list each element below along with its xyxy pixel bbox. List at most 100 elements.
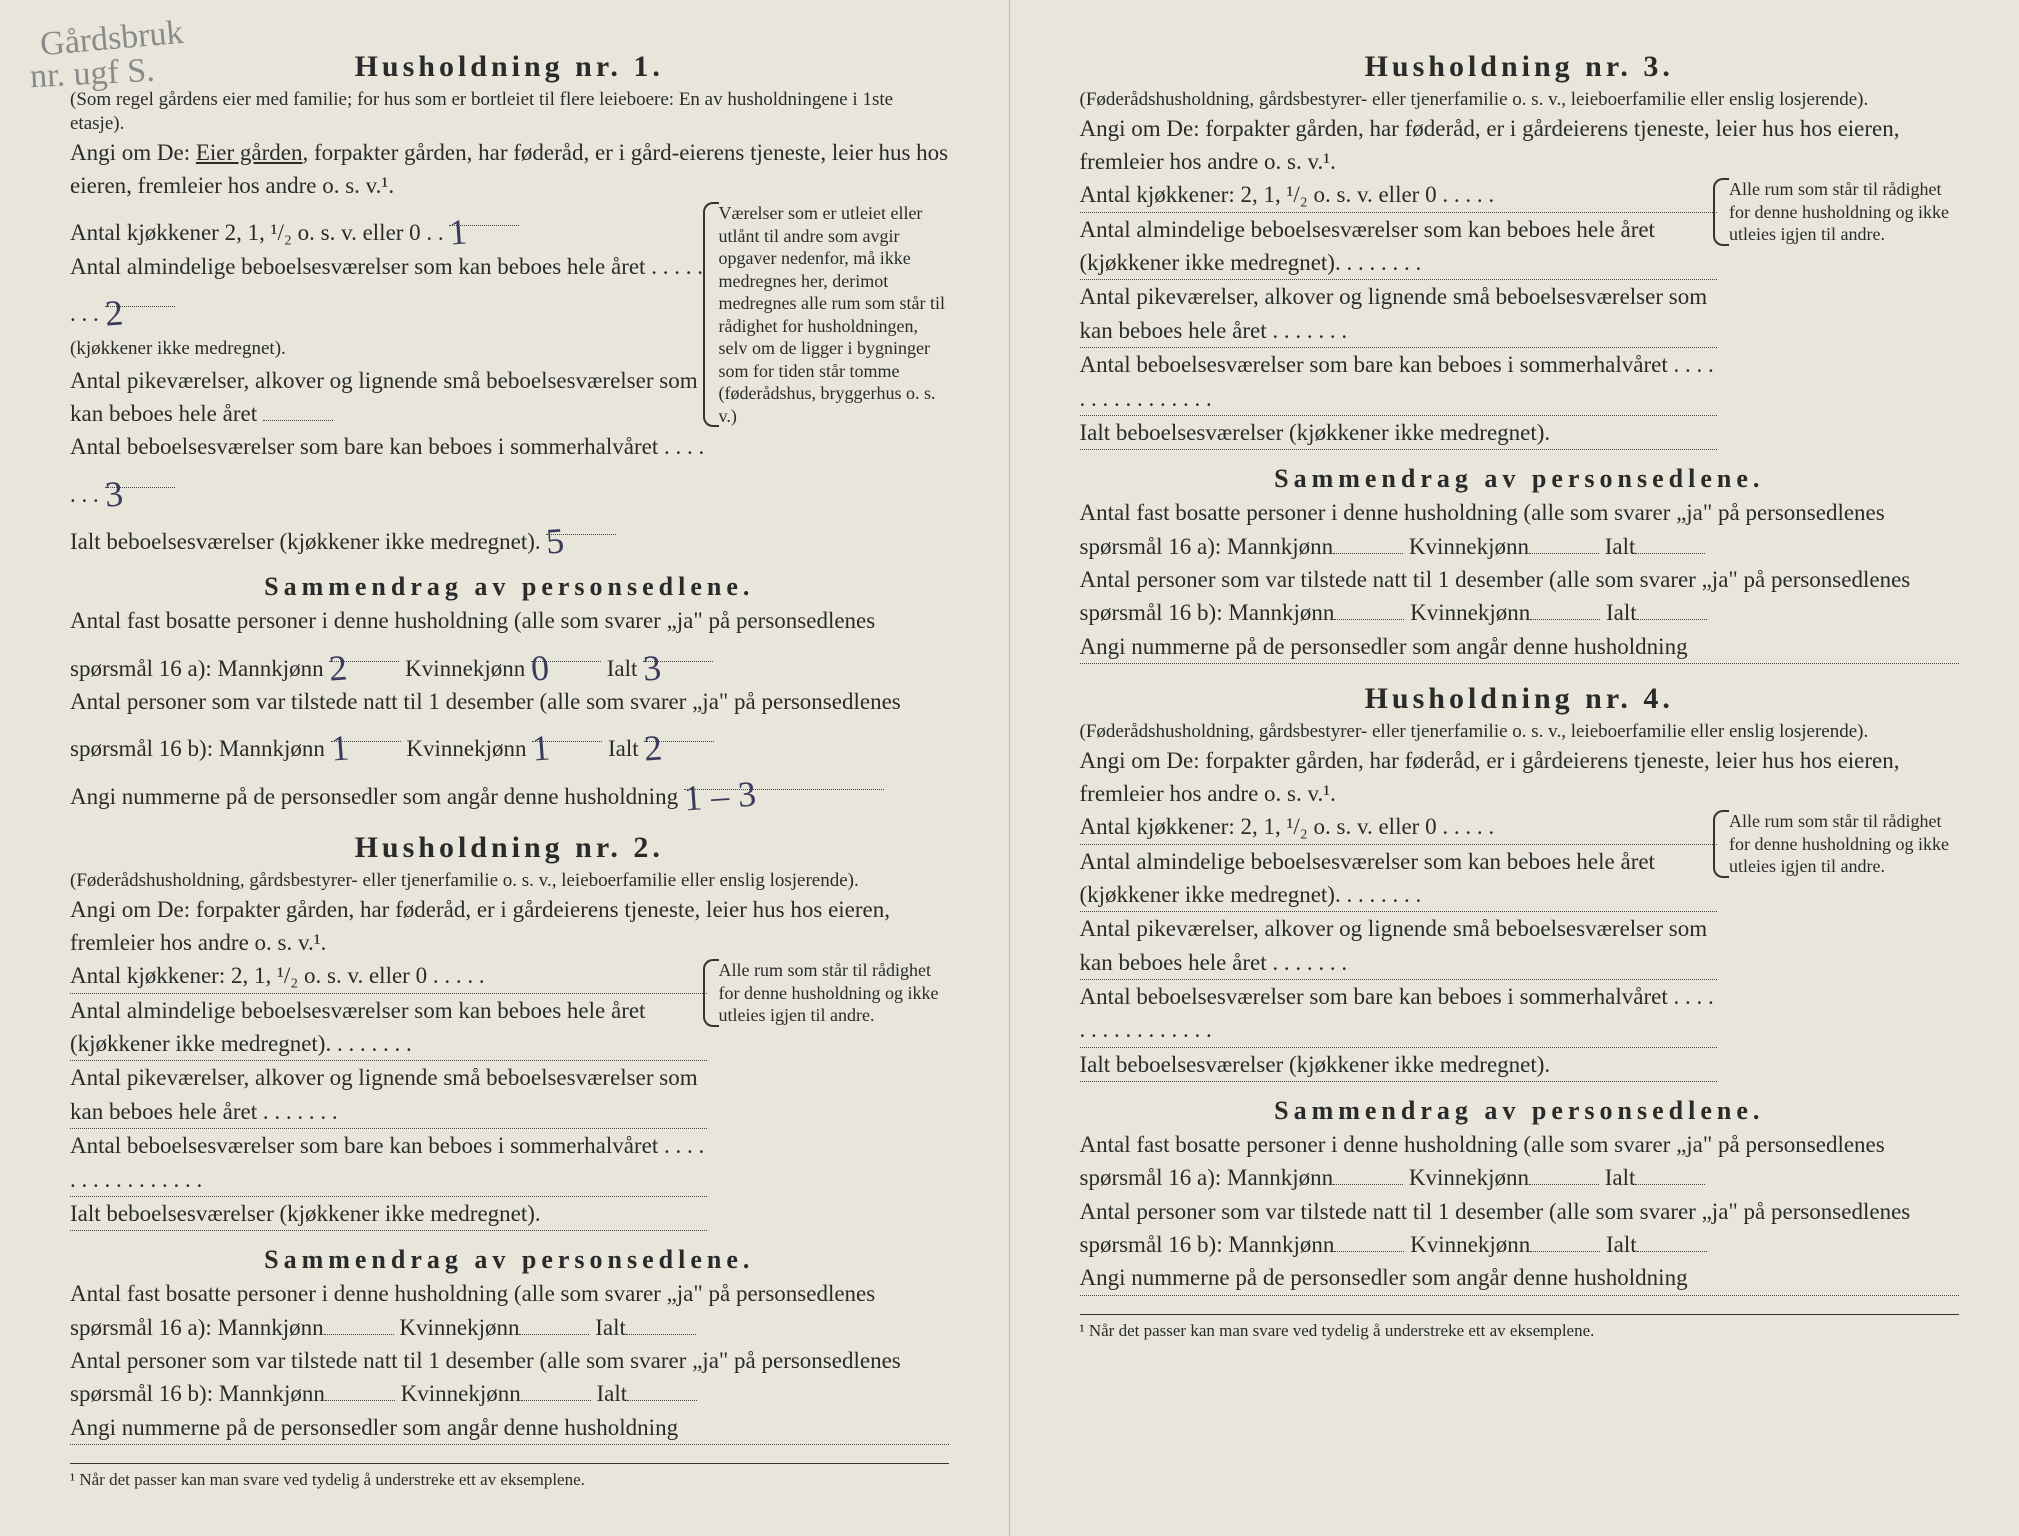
brace-icon [703, 959, 719, 1027]
h1-q-total-text: Ialt beboelsesværelser (kjøkkener ikke m… [70, 529, 541, 554]
h3-q-pike: Antal pikeværelser, alkover og lignende … [1080, 280, 1718, 348]
h3-intro: (Føderådshusholdning, gårdsbestyrer- ell… [1080, 88, 1960, 112]
h1-s1i-lbl: Ialt [607, 656, 638, 681]
h4-title: Husholdning nr. 4. [1080, 682, 1960, 716]
household-2: Husholdning nr. 2. (Føderådshusholdning,… [70, 831, 949, 1445]
h3-s1k-lbl: Kvinnekjønn [1409, 534, 1529, 559]
h1-a-summer: 3 [103, 467, 125, 520]
h1-s2i: 2 [643, 722, 665, 775]
household-1: Husholdning nr. 1. (Som regel gårdens ei… [70, 50, 949, 813]
household-3: Husholdning nr. 3. (Føderådshusholdning,… [1080, 50, 1960, 664]
h3-q-kitchen: Antal kjøkkener: 2, 1, ¹/₂ o. s. v. elle… [1080, 178, 1718, 212]
h1-s2: Antal personer som var tilstede natt til… [70, 685, 949, 766]
h1-s1k-lbl: Kvinnekjønn [405, 656, 525, 681]
h4-angi: Angi om De: forpakter gården, har føderå… [1080, 744, 1960, 811]
h1-s2k: 1 [530, 722, 552, 775]
h4-q-pike: Antal pikeværelser, alkover og lignende … [1080, 912, 1718, 980]
h1-angi-pre: Angi om De: [70, 140, 196, 165]
h2-q-pike: Antal pikeværelser, alkover og lignende … [70, 1061, 707, 1129]
h4-sidenote-text: Alle rum som står til rådighet for denne… [1729, 811, 1949, 876]
h2-s2: Antal personer som var tilstede natt til… [70, 1344, 949, 1411]
h4-s1i-lbl: Ialt [1605, 1165, 1636, 1190]
h1-sub: Sammendrag av personsedlene. [70, 572, 949, 602]
h1-angi-underline: Eier gården [196, 140, 303, 165]
h3-s2k-lbl: Kvinnekjønn [1410, 600, 1530, 625]
h2-q-total: Ialt beboelsesværelser (kjøkkener ikke m… [70, 1197, 707, 1231]
right-page: Husholdning nr. 3. (Føderådshusholdning,… [1010, 0, 2019, 1536]
h2-s1k-lbl: Kvinnekjønn [399, 1315, 519, 1340]
h3-q-total: Ialt beboelsesværelser (kjøkkener ikke m… [1080, 416, 1718, 450]
h1-q-summer: Antal beboelsesværelser som bare kan beb… [70, 430, 707, 511]
h2-s2k-lbl: Kvinnekjønn [401, 1381, 521, 1406]
h4-q-kitchen: Antal kjøkkener: 2, 1, ¹/₂ o. s. v. elle… [1080, 810, 1718, 844]
h2-s1: Antal fast bosatte personer i denne hush… [70, 1277, 949, 1344]
h1-q-rooms-sub: (kjøkkener ikke medregnet). [70, 338, 286, 359]
h3-s2: Antal personer som var tilstede natt til… [1080, 563, 1960, 630]
h2-angi: Angi om De: forpakter gården, har føderå… [70, 893, 949, 960]
brace-icon [703, 202, 719, 427]
h4-sidenote: Alle rum som står til rådighet for denne… [1717, 810, 1959, 878]
h3-q-summer: Antal beboelsesværelser som bare kan beb… [1080, 348, 1718, 416]
h4-s1k-lbl: Kvinnekjønn [1409, 1165, 1529, 1190]
h3-s1i-lbl: Ialt [1605, 534, 1636, 559]
h4-s2: Antal personer som var tilstede natt til… [1080, 1195, 1960, 1262]
h2-sidenote: Alle rum som står til rådighet for denne… [707, 959, 949, 1027]
h3-s3: Angi nummerne på de personsedler som ang… [1080, 630, 1960, 664]
h4-q-summer: Antal beboelsesværelser som bare kan beb… [1080, 980, 1718, 1048]
h1-sidenote: Værelser som er utleiet eller utlånt til… [707, 202, 949, 427]
h4-s2k-lbl: Kvinnekjønn [1410, 1232, 1530, 1257]
h2-q-kitchen: Antal kjøkkener: 2, 1, ¹/₂ o. s. v. elle… [70, 959, 707, 993]
h1-s3-text: Angi nummerne på de personsedler som ang… [70, 784, 678, 809]
h1-q-rooms: Antal almindelige beboelsesværelser som … [70, 250, 707, 364]
h1-s3: Angi nummerne på de personsedler som ang… [70, 766, 949, 813]
h1-s1: Antal fast bosatte personer i denne hush… [70, 604, 949, 685]
h4-q-total: Ialt beboelsesværelser (kjøkkener ikke m… [1080, 1048, 1718, 1082]
h3-angi: Angi om De: forpakter gården, har føderå… [1080, 112, 1960, 179]
h3-s2i-lbl: Ialt [1606, 600, 1637, 625]
h4-s2i-lbl: Ialt [1606, 1232, 1637, 1257]
h2-s2i-lbl: Ialt [597, 1381, 628, 1406]
h4-q-rooms: Antal almindelige beboelsesværelser som … [1080, 845, 1718, 913]
h1-s2m: 1 [329, 722, 351, 775]
h2-sidenote-text: Alle rum som står til rådighet for denne… [719, 960, 939, 1025]
h2-sub: Sammendrag av personsedlene. [70, 1245, 949, 1275]
footnote-left: ¹ Når det passer kan man svare ved tydel… [70, 1463, 949, 1490]
h1-intro: (Som regel gårdens eier med familie; for… [70, 88, 949, 136]
footnote-right: ¹ Når det passer kan man svare ved tydel… [1080, 1314, 1960, 1341]
h4-s3: Angi nummerne på de personsedler som ang… [1080, 1261, 1960, 1295]
h2-rooms-block: Antal kjøkkener: 2, 1, ¹/₂ o. s. v. elle… [70, 959, 949, 1231]
h1-q-kitchen: Antal kjøkkener 2, 1, ¹/₂ o. s. v. eller… [70, 202, 707, 249]
h4-intro: (Føderådshusholdning, gårdsbestyrer- ell… [1080, 720, 1960, 744]
h1-s3v: 1 – 3 [682, 767, 757, 824]
h3-rooms-block: Antal kjøkkener: 2, 1, ¹/₂ o. s. v. elle… [1080, 178, 1960, 450]
h1-s2i-lbl: Ialt [608, 736, 639, 761]
h1-s2k-lbl: Kvinnekjønn [406, 736, 526, 761]
handwritten-note-2: nr. ugf S. [29, 52, 156, 96]
census-form-spread: Gårdsbruk nr. ugf S. Husholdning nr. 1. … [0, 0, 2019, 1536]
h3-sidenote-text: Alle rum som står til rådighet for denne… [1729, 179, 1949, 244]
h1-title: Husholdning nr. 1. [70, 50, 949, 84]
h4-rooms-block: Antal kjøkkener: 2, 1, ¹/₂ o. s. v. elle… [1080, 810, 1960, 1082]
h1-q-kitchen-text: Antal kjøkkener 2, 1, ¹/₂ o. s. v. eller… [70, 220, 444, 245]
h4-sub: Sammendrag av personsedlene. [1080, 1096, 1960, 1126]
h1-rooms-block: Antal kjøkkener 2, 1, ¹/₂ o. s. v. eller… [70, 202, 949, 558]
h3-s1: Antal fast bosatte personer i denne hush… [1080, 496, 1960, 563]
left-page: Husholdning nr. 1. (Som regel gårdens ei… [0, 0, 1010, 1536]
h1-q-pike: Antal pikeværelser, alkover og lignende … [70, 364, 707, 431]
h1-a-kitchen: 1 [448, 206, 470, 259]
h1-q-pike-text: Antal pikeværelser, alkover og lignende … [70, 368, 698, 426]
h2-s3: Angi nummerne på de personsedler som ang… [70, 1411, 949, 1445]
h2-q-rooms: Antal almindelige beboelsesværelser som … [70, 994, 707, 1062]
h3-sidenote: Alle rum som står til rådighet for denne… [1717, 178, 1959, 246]
h2-intro: (Føderådshusholdning, gårdsbestyrer- ell… [70, 869, 949, 893]
brace-icon [1713, 810, 1729, 878]
h1-sidenote-text: Værelser som er utleiet eller utlånt til… [719, 203, 945, 426]
h1-angi: Angi om De: Eier gården, forpakter gårde… [70, 136, 949, 203]
h1-q-total: Ialt beboelsesværelser (kjøkkener ikke m… [70, 511, 707, 558]
h2-title: Husholdning nr. 2. [70, 831, 949, 865]
h1-s1k: 0 [529, 641, 551, 694]
h3-sub: Sammendrag av personsedlene. [1080, 464, 1960, 494]
h3-q-rooms: Antal almindelige beboelsesværelser som … [1080, 213, 1718, 281]
brace-icon [1713, 178, 1729, 246]
h4-s1: Antal fast bosatte personer i denne hush… [1080, 1128, 1960, 1195]
